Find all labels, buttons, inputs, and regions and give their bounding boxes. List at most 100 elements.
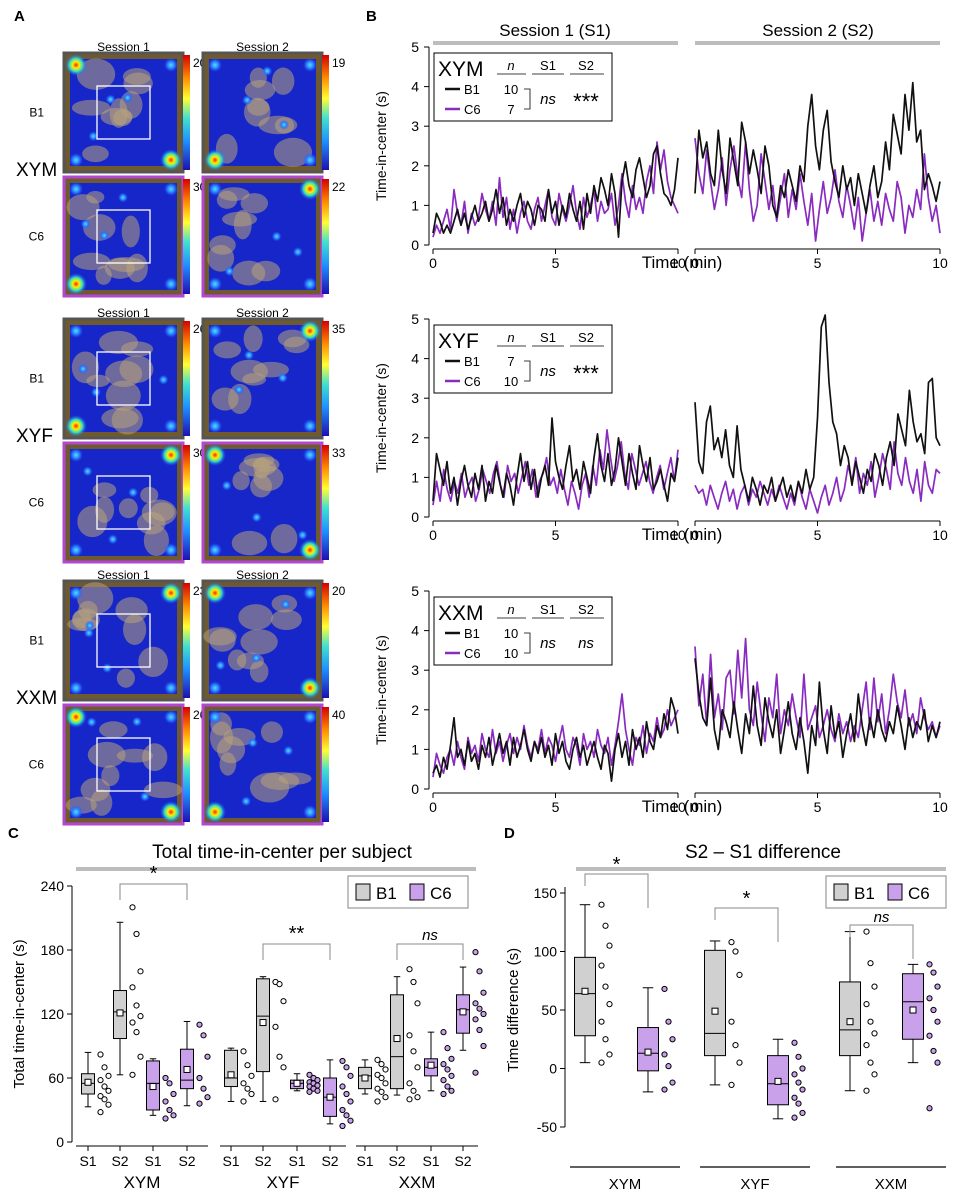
y-tick-label: 0 <box>411 237 419 253</box>
group-label: XXM <box>875 1176 908 1193</box>
heatmap-sand-patch <box>136 511 166 535</box>
x-tick-label: 10 <box>670 799 686 815</box>
legend-box <box>433 52 613 122</box>
data-point <box>314 1087 321 1094</box>
group-label: XXM <box>399 1173 436 1192</box>
legend-c6-label: C6 <box>430 884 452 903</box>
heatmap-corner-hotspot <box>69 448 83 462</box>
data-point <box>129 1019 136 1026</box>
data-point <box>863 1087 870 1094</box>
data-point <box>343 1112 350 1119</box>
data-point <box>440 1090 447 1098</box>
data-point <box>105 1087 112 1094</box>
data-point <box>162 1074 169 1082</box>
data-point <box>240 1098 247 1105</box>
heatmap-corner-hotspot <box>303 58 317 72</box>
box-mean <box>644 1048 652 1056</box>
data-point <box>374 1071 381 1078</box>
data-point <box>166 1106 173 1114</box>
data-point <box>930 1006 937 1014</box>
colorbar-max-label: 22 <box>332 180 346 194</box>
heatmap-row-label: C6 <box>29 496 45 510</box>
y-tick-label: 4 <box>411 623 419 639</box>
session-label: S1 <box>356 1153 373 1169</box>
legend-b1-n: 7 <box>507 354 514 369</box>
heatmap-corner-hotspot <box>65 706 87 728</box>
legend-b1-label: B1 <box>464 626 480 641</box>
heatmap-group-label: XYF <box>16 426 53 447</box>
data-point <box>934 983 941 990</box>
heatmap-sand-patch <box>240 193 269 214</box>
center-zone-box <box>96 351 151 406</box>
data-point <box>665 1063 672 1070</box>
legend-b1-swatch <box>355 883 371 901</box>
heatmap-corner-hotspot <box>69 182 83 196</box>
data-point <box>240 1048 247 1055</box>
heatmap-sand-patch <box>108 257 145 273</box>
heatmap-corner-hotspot <box>299 178 321 200</box>
heatmap-corner-hotspot <box>65 54 87 76</box>
data-point <box>472 1000 479 1007</box>
y-axis-label: Total time-in-center (s) <box>11 939 28 1088</box>
heatmap-spot <box>117 192 128 203</box>
data-point <box>378 1074 385 1082</box>
heatmap-sand-patch <box>116 668 135 688</box>
data-point <box>930 1047 937 1055</box>
heatmap-corner-hotspot <box>69 681 83 695</box>
heatmap-corner-hotspot <box>160 149 182 171</box>
colorbar <box>183 179 190 294</box>
series-b1-s2 <box>694 314 941 506</box>
box-mean <box>909 1006 917 1014</box>
heatmap-corner-hotspot <box>208 681 222 695</box>
heatmap-sand-patch <box>213 341 242 359</box>
heatmap-sand-patch <box>211 387 239 411</box>
y-tick-label: -50 <box>537 1119 557 1135</box>
heatmap-spot <box>280 599 291 610</box>
heatmap-corner-hotspot <box>303 153 317 167</box>
heatmap-spot <box>215 660 226 671</box>
data-point <box>863 928 870 935</box>
data-point <box>97 1093 104 1100</box>
data-point <box>406 1096 413 1103</box>
data-point <box>661 1051 668 1058</box>
legend-c6-label: C6 <box>464 374 481 389</box>
heatmap-spot <box>271 231 282 242</box>
y-axis-label: Time-in-center (s) <box>373 363 389 473</box>
data-point <box>598 1018 605 1025</box>
heatmap-spot <box>80 218 91 229</box>
legend-box <box>433 596 613 666</box>
colorbar-max-label: 20 <box>332 584 346 598</box>
heatmap-sand-patch <box>138 646 168 677</box>
heatmap-sand-patch <box>271 609 302 631</box>
data-point <box>374 1085 381 1092</box>
data-point <box>926 1105 933 1112</box>
panel-label-d: D <box>504 825 515 842</box>
heatmap-session-title: Session 1 <box>97 40 150 54</box>
heatmap-row-label: C6 <box>29 758 45 772</box>
data-point <box>732 948 739 955</box>
legend-header-s1: S1 <box>540 602 556 617</box>
data-point <box>276 981 283 988</box>
legend-c6-label: C6 <box>464 102 481 117</box>
data-point <box>661 1086 668 1093</box>
data-point <box>476 1005 483 1012</box>
data-point <box>414 1000 421 1007</box>
panel-label-c: C <box>8 825 19 842</box>
box-mean <box>846 1018 854 1026</box>
legend-c6-n: 7 <box>507 102 514 117</box>
data-point <box>934 1018 941 1025</box>
box-mean <box>259 1019 267 1027</box>
heatmap-sand-patch <box>242 373 267 386</box>
y-tick-label: 240 <box>41 878 65 894</box>
colorbar <box>183 707 190 822</box>
session-label: S2 <box>254 1153 271 1169</box>
heatmap-corner-hotspot <box>164 58 178 72</box>
heatmap-corner-hotspot <box>303 448 317 462</box>
heatmap-sand-patch <box>243 325 263 352</box>
data-point <box>166 1080 173 1087</box>
data-point <box>606 1051 613 1058</box>
legend-group-name: XYF <box>438 330 479 353</box>
data-point <box>799 1086 806 1093</box>
data-point <box>137 968 144 975</box>
heatmap-corner-hotspot <box>303 419 317 433</box>
